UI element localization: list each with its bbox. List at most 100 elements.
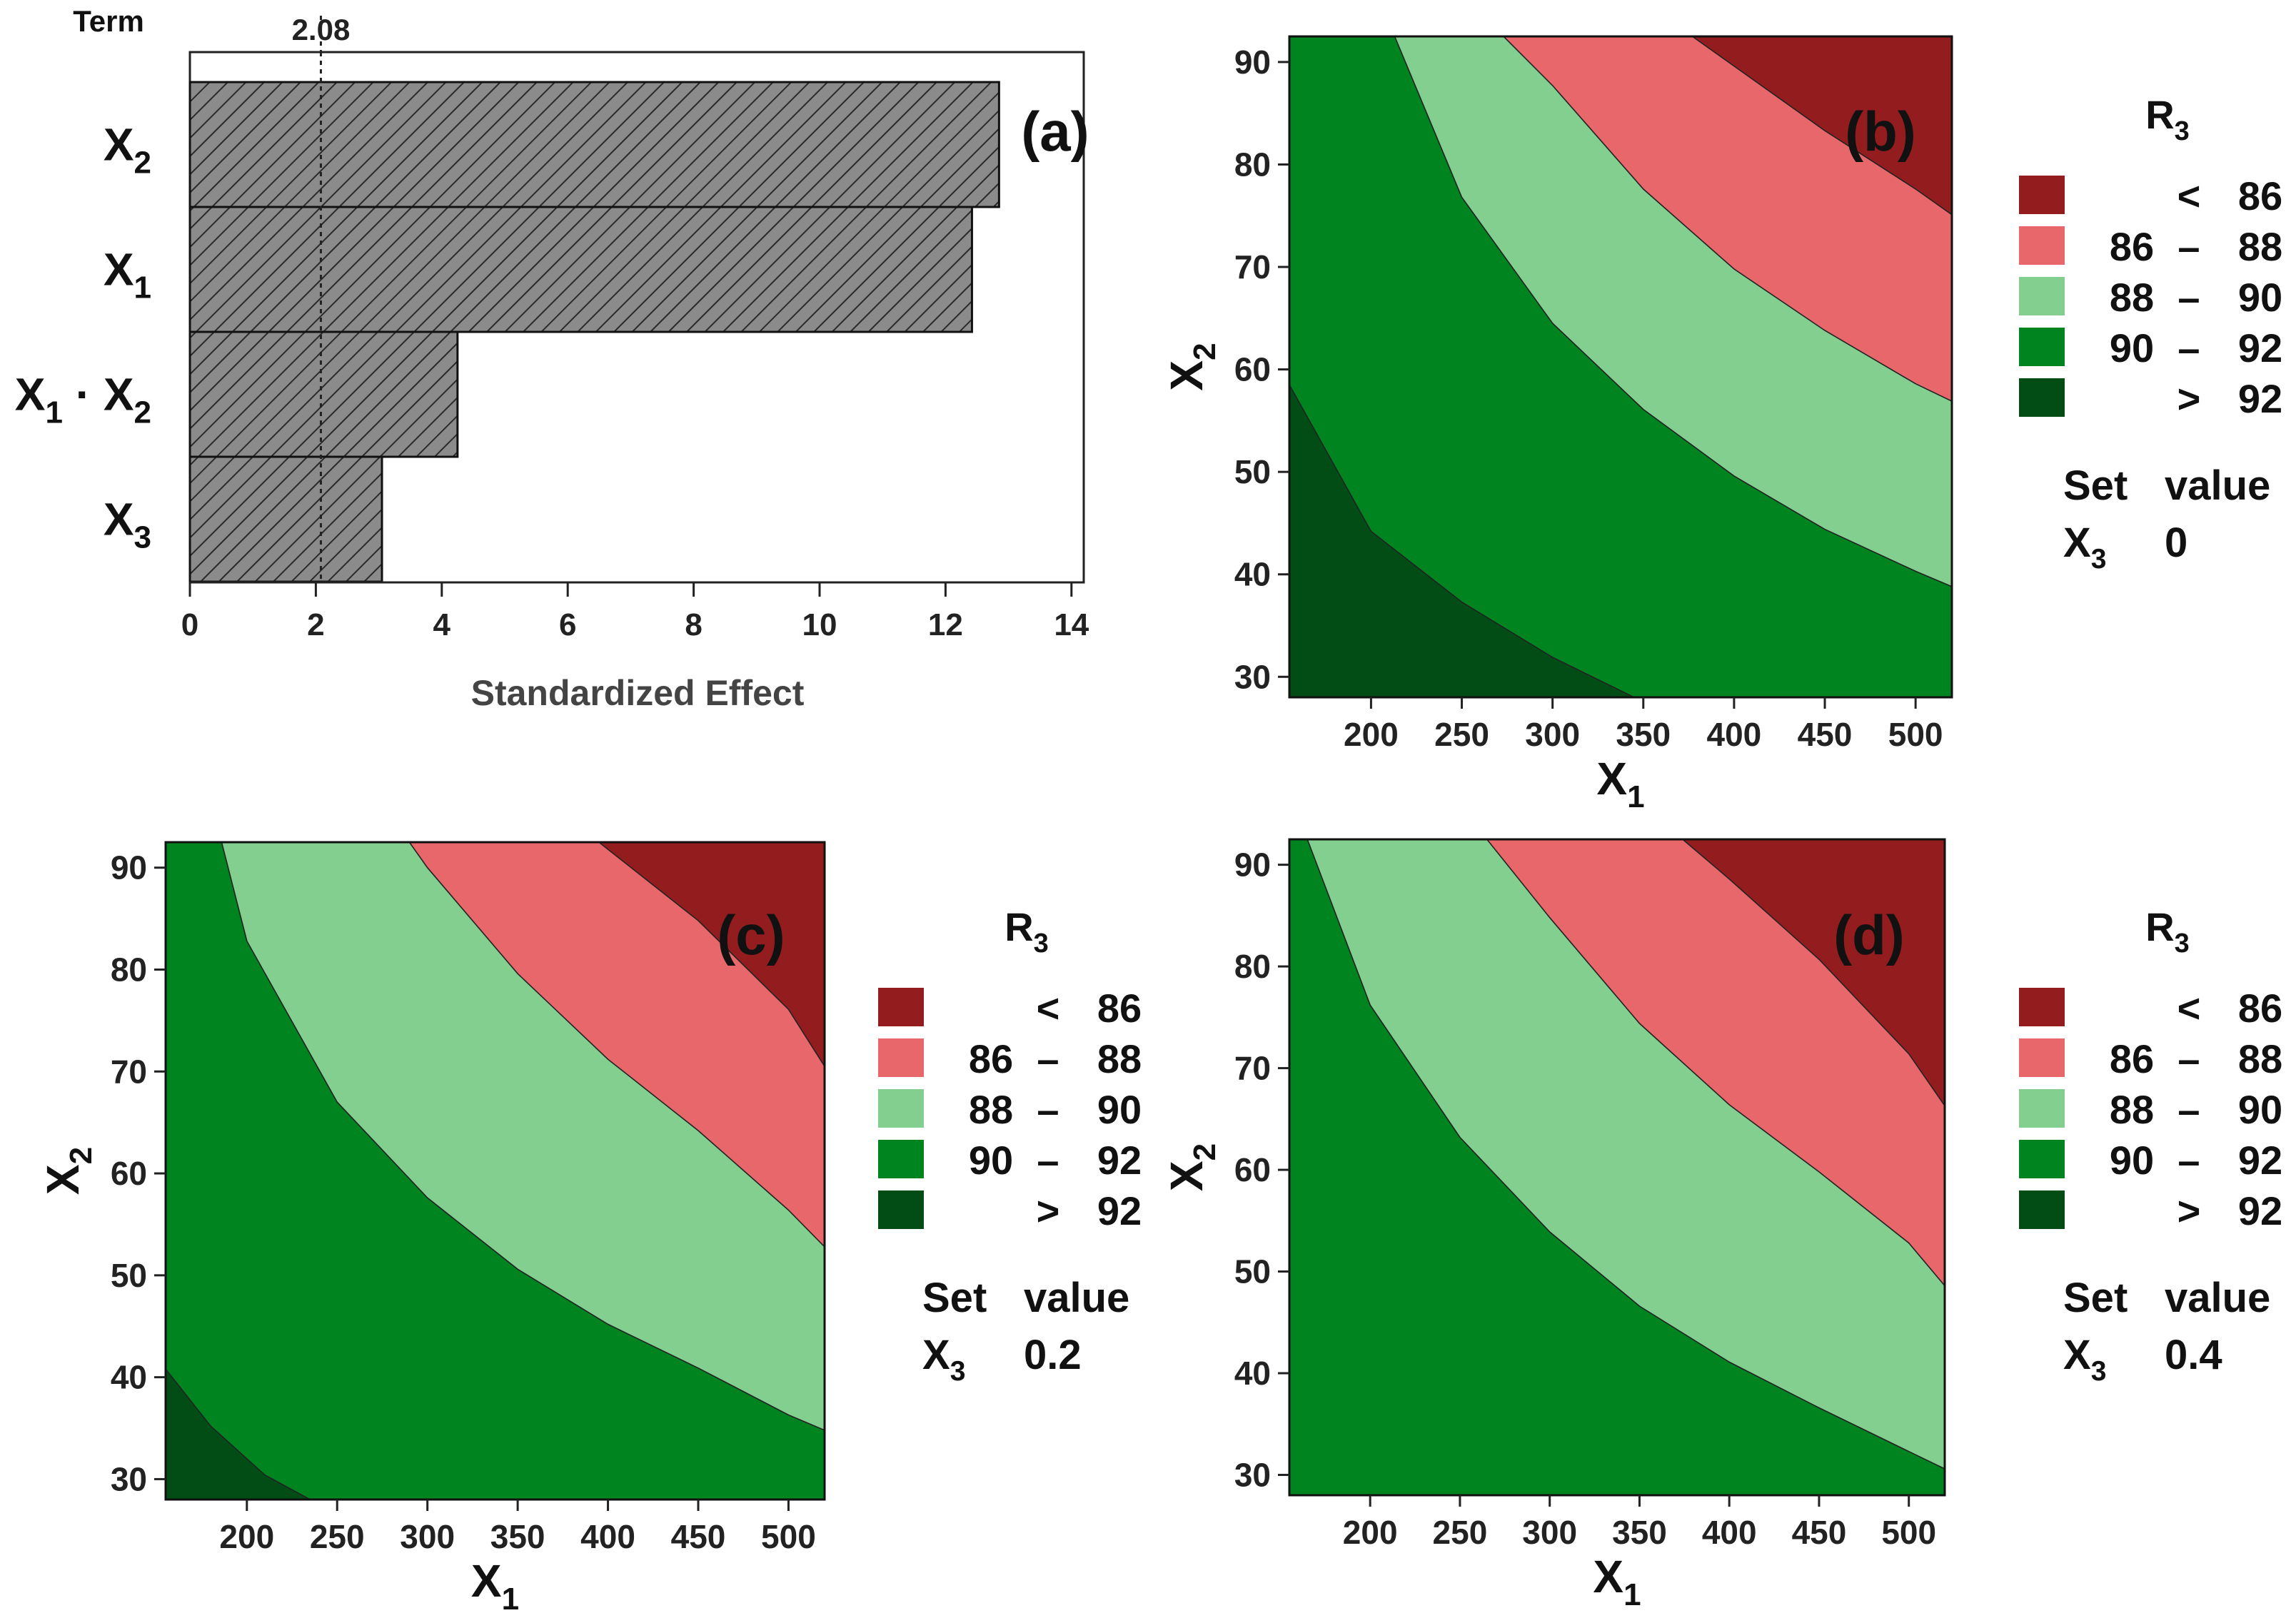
legend-low: 88 xyxy=(2110,275,2154,320)
legend-swatch xyxy=(2019,328,2065,366)
legend-swatch xyxy=(2019,1140,2065,1178)
x-tick-label-0: 200 xyxy=(219,1518,274,1555)
contour-line-86 xyxy=(598,842,825,1067)
term-header: Term xyxy=(73,4,144,38)
category-label-3: X3 xyxy=(104,494,151,555)
x-tick-label-4: 400 xyxy=(580,1518,635,1555)
y-tick-label-3: 60 xyxy=(1234,1151,1271,1188)
legend-low: 86 xyxy=(969,1036,1013,1081)
text-span: R xyxy=(2145,92,2174,137)
legend-separator: < xyxy=(2177,986,2201,1031)
legend-title: R3 xyxy=(2145,904,2190,959)
legend-low: 90 xyxy=(2110,1138,2154,1183)
contour-line-88 xyxy=(408,842,825,1248)
subscript: 1 xyxy=(1623,1577,1641,1612)
contour-line-90 xyxy=(221,842,825,1431)
contour-line-86 xyxy=(1691,36,1952,216)
set-value-header-right: value xyxy=(2165,462,2270,509)
text-span: X xyxy=(1593,1551,1623,1602)
legend-swatch xyxy=(2019,378,2065,417)
x-tick-label-4: 400 xyxy=(1707,716,1762,753)
legend-low: 90 xyxy=(969,1138,1013,1183)
y-tick-label-5: 80 xyxy=(111,951,147,988)
contour-line-88 xyxy=(1503,36,1952,402)
panel-label-a: (a) xyxy=(1021,100,1089,163)
legend-swatch xyxy=(878,1190,924,1229)
y-tick-label-6: 90 xyxy=(1234,44,1271,81)
subscript: 3 xyxy=(134,520,151,555)
bar-0 xyxy=(188,81,1000,208)
legend-separator: – xyxy=(1037,1036,1059,1081)
legend-entry-1: 86–88 xyxy=(2019,224,2282,269)
legend-high: 86 xyxy=(2238,986,2282,1031)
legend-swatch xyxy=(2019,176,2065,214)
subscript: 1 xyxy=(502,1582,519,1613)
subscript: 2 xyxy=(1187,343,1222,360)
legend-high: 90 xyxy=(1097,1087,1142,1132)
y-axis-title: X2 xyxy=(1161,1143,1222,1191)
y-tick-label-1: 40 xyxy=(111,1359,147,1396)
legend-low: 86 xyxy=(2110,224,2154,269)
x-tick-label-4: 8 xyxy=(685,607,702,642)
x-tick-label-0: 0 xyxy=(181,607,198,642)
x-axis-title: X1 xyxy=(1593,1551,1641,1612)
legend-separator: – xyxy=(2177,1138,2200,1183)
legend-low: 86 xyxy=(2110,1036,2154,1081)
x-tick-label-6: 500 xyxy=(761,1518,816,1555)
legend-entry-3: 90–92 xyxy=(2019,1138,2282,1183)
legend-high: 92 xyxy=(2238,325,2282,370)
legend-swatch xyxy=(2019,1089,2065,1128)
x-axis-title: X1 xyxy=(1596,753,1644,814)
x-tick-label-7: 14 xyxy=(1054,607,1089,642)
subscript: 2 xyxy=(64,1147,99,1164)
legend-separator: > xyxy=(2177,1188,2201,1233)
legend-separator: > xyxy=(1037,1188,1060,1233)
contour-area xyxy=(1289,36,1952,697)
set-value-variable: X3 xyxy=(922,1332,965,1387)
panel-label-b: (b) xyxy=(1845,100,1916,163)
x-tick-label-6: 500 xyxy=(1888,716,1943,753)
set-value-header-left: Set xyxy=(2063,462,2128,509)
legend-separator: – xyxy=(2177,325,2200,370)
y-tick-label-4: 70 xyxy=(1234,248,1271,285)
x-axis-title: X1 xyxy=(471,1555,519,1613)
subscript: 1 xyxy=(1627,779,1644,814)
set-value-header-right: value xyxy=(2165,1275,2270,1321)
text-span: X xyxy=(471,1555,502,1607)
legend-high: 90 xyxy=(2238,275,2282,320)
text-span: X xyxy=(922,1332,950,1378)
legend-entry-4: >92 xyxy=(2019,1188,2282,1233)
legend-separator: – xyxy=(2177,1087,2200,1132)
legend-separator: – xyxy=(1037,1138,1059,1183)
text-span: X xyxy=(104,244,134,295)
legend-swatch xyxy=(2019,226,2065,265)
y-tick-label-4: 70 xyxy=(1234,1050,1271,1087)
x-axis-title: Standardized Effect xyxy=(471,673,805,713)
subscript: 2 xyxy=(134,395,151,430)
x-tick-label-3: 350 xyxy=(490,1518,545,1555)
x-tick-label-1: 250 xyxy=(1433,1514,1488,1551)
legend-high: 86 xyxy=(1097,986,1142,1031)
band-below-86 xyxy=(1682,839,1945,1106)
contour-line-90 xyxy=(1306,839,1945,1470)
legend-high: 92 xyxy=(2238,376,2282,421)
legend-entry-2: 88–90 xyxy=(878,1087,1142,1132)
text-span: X xyxy=(1596,753,1627,804)
legend-high: 88 xyxy=(2238,1036,2282,1081)
legend-separator: – xyxy=(2177,224,2200,269)
panel-label-d: (d) xyxy=(1833,904,1905,966)
x-tick-label-0: 200 xyxy=(1344,716,1399,753)
subscript: 1 xyxy=(45,395,62,430)
bar-3 xyxy=(188,455,383,583)
panel-c-contour-plot: 200 250 300 350 400 450 50030405060708090X1X2(… xyxy=(37,841,1142,1613)
legend-entry-0: <86 xyxy=(2019,986,2282,1031)
subscript: 3 xyxy=(2175,929,2190,959)
subscript: 2 xyxy=(1187,1143,1222,1161)
legend-high: 92 xyxy=(2238,1138,2282,1183)
y-tick-label-1: 40 xyxy=(1234,556,1271,593)
x-tick-label-1: 250 xyxy=(310,1518,365,1555)
legend-separator: > xyxy=(2177,376,2201,421)
subscript: 3 xyxy=(2175,116,2190,146)
text-span: R xyxy=(2145,904,2174,949)
